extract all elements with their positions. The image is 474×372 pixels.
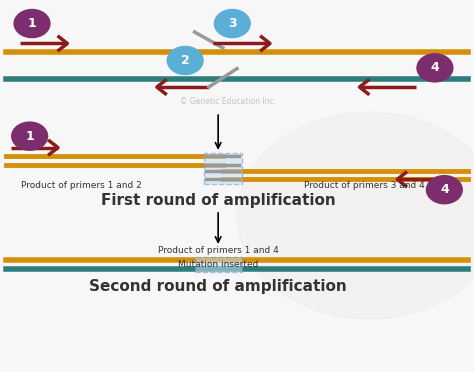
- Circle shape: [167, 46, 203, 74]
- Text: 1: 1: [25, 130, 34, 142]
- Text: Mutation inserted: Mutation inserted: [178, 260, 258, 269]
- Text: Product of primers 1 and 2: Product of primers 1 and 2: [21, 182, 142, 190]
- Circle shape: [417, 54, 453, 82]
- Circle shape: [12, 122, 47, 150]
- Text: 3: 3: [228, 17, 237, 30]
- Circle shape: [14, 10, 50, 38]
- Circle shape: [214, 10, 250, 38]
- Text: © Genetic Education Inc.: © Genetic Education Inc.: [180, 97, 275, 106]
- Text: 4: 4: [430, 61, 439, 74]
- Text: Product of primers 3 and 4: Product of primers 3 and 4: [304, 182, 425, 190]
- Text: Second round of amplification: Second round of amplification: [89, 279, 347, 294]
- FancyBboxPatch shape: [195, 257, 242, 272]
- Text: First round of amplification: First round of amplification: [101, 193, 336, 208]
- Circle shape: [427, 176, 462, 204]
- Text: 1: 1: [27, 17, 36, 30]
- Text: Product of primers 1 and 4: Product of primers 1 and 4: [158, 246, 279, 255]
- Circle shape: [237, 112, 474, 319]
- Text: 4: 4: [440, 183, 449, 196]
- Text: 2: 2: [181, 54, 190, 67]
- FancyBboxPatch shape: [204, 153, 242, 184]
